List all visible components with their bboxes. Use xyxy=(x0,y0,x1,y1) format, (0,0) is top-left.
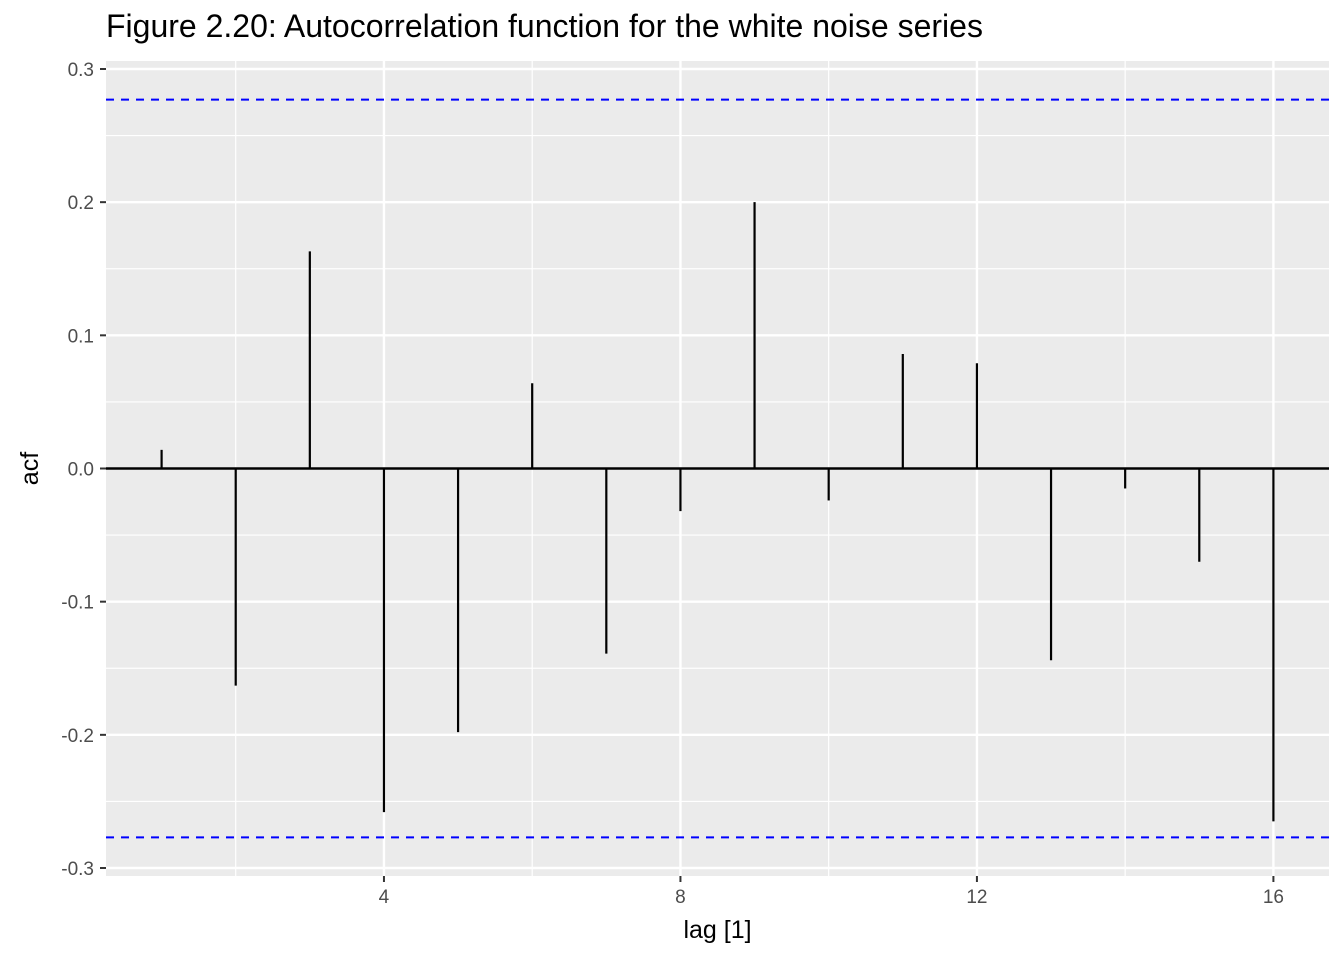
y-axis-ticks: -0.3 -0.2 -0.1 0.0 0.1 0.2 0.3 xyxy=(61,60,106,880)
x-tick-label: 12 xyxy=(966,887,987,908)
x-axis-ticks: 4 8 12 16 xyxy=(379,876,1284,908)
y-tick-label: 0.3 xyxy=(68,60,94,81)
y-tick-label: -0.1 xyxy=(61,593,94,614)
y-tick-label: 0.1 xyxy=(68,326,94,347)
x-axis-title: lag [1] xyxy=(683,916,751,944)
y-tick-label: 0.2 xyxy=(68,193,94,214)
x-tick-label: 8 xyxy=(675,887,686,908)
y-tick-label: -0.2 xyxy=(61,726,94,747)
x-tick-label: 16 xyxy=(1263,887,1284,908)
y-tick-label: 0.0 xyxy=(68,460,94,481)
x-tick-label: 4 xyxy=(379,887,390,908)
acf-bars xyxy=(106,202,1329,822)
y-axis-title: acf xyxy=(16,452,44,485)
y-tick-label: -0.3 xyxy=(61,859,94,880)
chart-title: Figure 2.20: Autocorrelation function fo… xyxy=(106,8,983,44)
